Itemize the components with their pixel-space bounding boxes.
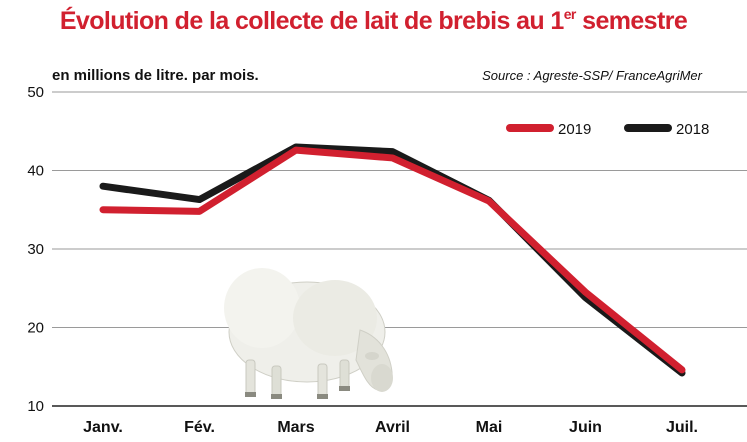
y-tick-label: 20: [27, 320, 44, 337]
x-tick-label: Janv.: [83, 419, 123, 436]
legend: 2019 2018: [506, 121, 709, 138]
y-tick-label: 10: [27, 398, 44, 415]
sheep-illustration: [224, 268, 393, 399]
series-line-2018: [99, 143, 686, 377]
x-tick-label: Fév.: [184, 419, 215, 436]
title-main: Évolution de la collecte de lait de breb…: [59, 7, 565, 35]
legend-label-2019: 2019: [558, 121, 591, 138]
x-tick-label: Mai: [476, 419, 503, 436]
title-superscript: er: [563, 6, 577, 22]
y-tick-label: 30: [27, 241, 44, 258]
grid: [52, 91, 747, 407]
legend-label-2018: 2018: [676, 121, 709, 138]
x-tick-label: Juin: [569, 419, 602, 436]
x-axis-ticks: Janv. Fév. Mars Avril Mai Juin Juil.: [83, 419, 698, 436]
chart-title: Évolution de la collecte de lait de breb…: [0, 6, 747, 36]
chart-source: Source : Agreste-SSP/ FranceAgriMer: [482, 68, 703, 83]
x-tick-label: Mars: [277, 419, 314, 436]
y-axis-ticks: 10 20 30 40 50: [27, 84, 44, 415]
x-tick-label: Juil.: [666, 419, 698, 436]
series-lines: [99, 143, 686, 377]
series-line-2019: [99, 146, 686, 374]
y-tick-label: 50: [27, 84, 44, 101]
y-tick-label: 40: [27, 163, 44, 180]
title-end: semestre: [575, 7, 688, 35]
x-tick-label: Avril: [375, 419, 410, 436]
chart-subtitle: en millions de litre. par mois.: [52, 67, 259, 84]
